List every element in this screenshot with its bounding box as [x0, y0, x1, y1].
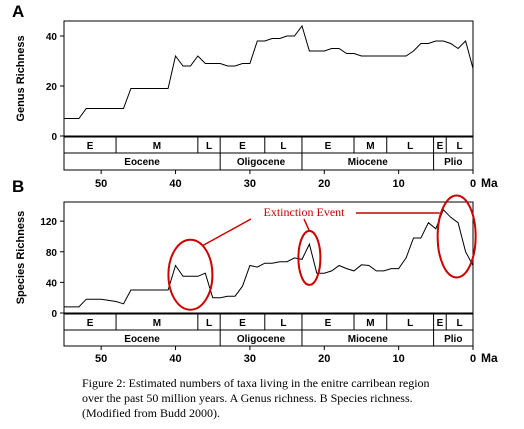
x-tick-label: 30	[244, 178, 256, 190]
panel-label: A	[12, 2, 24, 21]
subdivision-label: E	[87, 318, 94, 329]
x-tick-label: 20	[318, 178, 330, 190]
subdivision-label: E	[437, 141, 444, 152]
x-tick-label: 40	[169, 178, 181, 190]
subdivision-label: M	[153, 318, 161, 329]
y-axis-label: Species Richness	[15, 211, 27, 305]
x-tick-label: 10	[393, 353, 405, 365]
x-tick-label: 20	[318, 353, 330, 365]
subdivision-label: L	[280, 318, 286, 329]
subdivision-label: E	[437, 318, 444, 329]
x-tick-label: 40	[169, 353, 181, 365]
plot-frame	[63, 20, 474, 137]
annotation-text: Extinction Event	[264, 205, 346, 219]
x-axis-label: Ma	[481, 176, 498, 190]
figure: A Genus Richness 0 20 40 E M L E L E M L E L Eocene Olig…	[12, 2, 498, 365]
series-line	[64, 208, 474, 308]
x-tick-label: 0	[470, 178, 476, 190]
y-tick-label: 120	[40, 217, 57, 228]
y-axis-label: Genus Richness	[15, 35, 27, 121]
epoch-label: Eocene	[124, 157, 160, 168]
subdivision-label: M	[366, 141, 374, 152]
subdivision-label: E	[325, 141, 332, 152]
x-axis-label: Ma	[481, 351, 498, 365]
subdivision-label: L	[457, 318, 463, 329]
caption-line-2: over the past 50 million years. A Genus …	[82, 391, 413, 405]
figure-caption: Figure 2: Estimated numbers of taxa livi…	[82, 376, 512, 421]
subdivision-label: L	[457, 141, 463, 152]
epoch-label: Eocene	[124, 334, 160, 345]
subdivision-label: L	[407, 318, 413, 329]
y-tick-label: 40	[46, 278, 58, 289]
y-tick-label: 0	[51, 309, 57, 320]
x-tick-label: 50	[95, 178, 107, 190]
y-tick-label: 80	[46, 248, 58, 259]
epoch-label: Plio	[444, 334, 462, 345]
y-tick-label: 40	[46, 32, 58, 43]
subdivision-label: E	[239, 141, 246, 152]
x-tick-label: 50	[95, 353, 107, 365]
epoch-label: Miocene	[348, 157, 388, 168]
y-tick-label: 20	[46, 82, 58, 93]
subdivision-label: E	[239, 318, 246, 329]
x-tick-label: 10	[393, 178, 405, 190]
subdivision-label: L	[407, 141, 413, 152]
caption-line-1: Figure 2: Estimated numbers of taxa livi…	[82, 376, 430, 390]
subdivision-label: E	[87, 141, 94, 152]
epoch-label: Oligocene	[237, 334, 286, 345]
epoch-label: Plio	[444, 157, 462, 168]
annotation-line	[303, 218, 311, 232]
panel-b: B Species Richness 0 40 80 120 E M L E L E M L E L Eocen…	[12, 177, 498, 365]
subdivision-label: L	[280, 141, 286, 152]
caption-line-3: (Modified from Budd 2000).	[82, 406, 220, 420]
panel-a: A Genus Richness 0 20 40 E M L E L E M L E L Eocene Olig…	[12, 2, 498, 190]
subdivision-label: M	[366, 318, 374, 329]
subdivision-label: E	[325, 318, 332, 329]
subdivision-label: L	[206, 141, 212, 152]
panel-label: B	[12, 177, 24, 196]
extinction-annotation: Extinction Event	[167, 194, 477, 311]
y-tick-label: 0	[51, 132, 57, 143]
series-line	[64, 24, 474, 119]
epoch-label: Miocene	[348, 334, 388, 345]
subdivision-label: L	[206, 318, 212, 329]
extinction-ellipse-miocene	[297, 229, 322, 286]
extinction-ellipse-eocene	[167, 238, 214, 311]
annotation-line	[202, 218, 252, 247]
epoch-label: Oligocene	[237, 157, 286, 168]
extinction-ellipse-pliocene	[436, 194, 477, 279]
x-tick-label: 30	[244, 353, 256, 365]
subdivision-label: M	[153, 141, 161, 152]
x-tick-label: 0	[470, 353, 476, 365]
